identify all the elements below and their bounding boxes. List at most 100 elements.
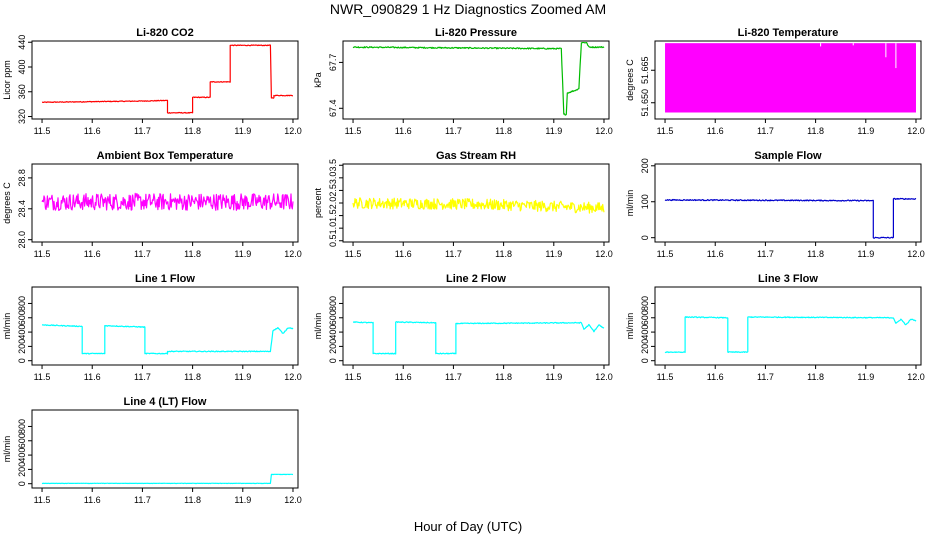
panel-title: Li-820 Pressure — [435, 27, 517, 39]
series-group — [42, 324, 294, 355]
x-tick-label: 11.5 — [34, 126, 51, 136]
y-tick-label: 800 — [17, 296, 27, 311]
y-axis-label: degrees C — [2, 182, 12, 224]
y-tick-label: 800 — [17, 419, 27, 434]
series-area — [665, 43, 916, 113]
y-axis-label: Licor ppm — [2, 60, 12, 100]
x-tick-label: 11.7 — [134, 495, 151, 505]
y-axis-label: ml/min — [2, 313, 12, 340]
series-line — [42, 324, 294, 355]
x-tick-label: 11.8 — [495, 249, 512, 259]
panel-licortemp: Li-820 Temperature degrees C 11.5 11.6 11.7 1… — [625, 27, 925, 136]
x-tick-label: 11.8 — [807, 249, 824, 259]
x-tick-label: 11.7 — [134, 126, 151, 136]
y-tick-label: 320 — [17, 109, 27, 124]
y-tick-label: 400 — [17, 325, 27, 340]
x-tick-label: 11.9 — [234, 372, 251, 382]
series-group — [352, 197, 605, 214]
x-tick-label: 11.5 — [657, 372, 674, 382]
y-tick-label: 600 — [17, 433, 27, 448]
y-tick-label: 28.8 — [17, 169, 27, 187]
panels: Li-820 CO2 Licor ppm 11.5 11.6 11.7 11.8 11.9 1… — [2, 27, 925, 505]
y-axis-label: ml/min — [313, 313, 323, 340]
y-tick-label: 67.7 — [328, 54, 338, 72]
x-tick-label: 11.6 — [707, 126, 724, 136]
y-tick-label: 1.5 — [328, 209, 338, 222]
x-tick-label: 12.0 — [907, 126, 925, 136]
series-group — [41, 44, 294, 114]
series-line — [664, 316, 917, 354]
y-tick-label: 51.650 — [640, 89, 650, 117]
x-tick-label: 11.8 — [184, 372, 201, 382]
plot-frame — [342, 286, 610, 366]
x-tick-label: 11.7 — [134, 372, 151, 382]
x-tick-label: 11.6 — [707, 372, 724, 382]
series-group — [664, 197, 917, 239]
panel-rh: Gas Stream RH percent 11.5 11.6 11.7 11.8 11.9… — [313, 150, 613, 259]
series-line — [352, 197, 605, 214]
x-tick-label: 11.6 — [84, 372, 101, 382]
x-tick-label: 11.5 — [345, 126, 362, 136]
x-tick-label: 11.5 — [34, 249, 51, 259]
panel-co2: Li-820 CO2 Licor ppm 11.5 11.6 11.7 11.8 11.9 1… — [2, 27, 302, 136]
panel-line4: Line 4 (LT) Flow ml/min 11.5 11.6 11.7 11.8 11… — [2, 396, 302, 505]
panel-pressure: Li-820 Pressure kPa 11.5 11.6 11.7 11.8 11.9 12… — [313, 27, 613, 136]
panel-title: Line 3 Flow — [758, 273, 818, 285]
y-tick-label: 2.5 — [328, 184, 338, 197]
panel-title: Ambient Box Temperature — [97, 150, 234, 162]
x-tick-label: 12.0 — [284, 495, 302, 505]
x-tick-label: 11.5 — [34, 495, 51, 505]
x-tick-label: 11.9 — [234, 495, 251, 505]
y-tick-label: 67.4 — [328, 100, 338, 118]
x-tick-label: 12.0 — [907, 249, 925, 259]
y-tick-label: 0 — [17, 358, 27, 363]
series-line — [352, 42, 605, 116]
panel-title: Sample Flow — [754, 150, 822, 162]
series-line — [41, 473, 294, 485]
y-tick-label: 200 — [328, 339, 338, 354]
y-tick-label: 400 — [328, 325, 338, 340]
panel-title: Li-820 Temperature — [738, 27, 839, 39]
x-tick-label: 11.9 — [857, 249, 874, 259]
panel-title: Line 2 Flow — [446, 273, 506, 285]
y-tick-label: 400 — [17, 448, 27, 463]
y-tick-label: 360 — [17, 84, 27, 99]
x-tick-label: 11.6 — [395, 372, 412, 382]
y-axis-label: percent — [313, 187, 323, 218]
x-tick-label: 11.6 — [84, 249, 101, 259]
x-tick-label: 11.6 — [84, 126, 101, 136]
x-tick-label: 11.8 — [184, 249, 201, 259]
y-tick-label: 600 — [328, 310, 338, 325]
series-line — [41, 192, 294, 211]
figure-xlabel: Hour of Day (UTC) — [414, 519, 522, 534]
x-tick-label: 11.8 — [184, 126, 201, 136]
y-tick-label: 0 — [17, 481, 27, 486]
x-tick-label: 11.9 — [234, 126, 251, 136]
x-tick-label: 11.8 — [184, 495, 201, 505]
plot-frame — [31, 409, 299, 489]
y-tick-label: 0 — [640, 235, 650, 240]
y-axis-label: ml/min — [2, 436, 12, 463]
plot-frame — [654, 40, 922, 120]
y-tick-label: 200 — [17, 462, 27, 477]
x-tick-label: 11.7 — [757, 372, 774, 382]
x-tick-label: 11.9 — [857, 126, 874, 136]
y-tick-label: 600 — [640, 310, 650, 325]
y-tick-label: 600 — [17, 310, 27, 325]
x-tick-label: 11.9 — [545, 126, 562, 136]
panel-line1: Line 1 Flow ml/min 11.5 11.6 11.7 11.8 11.9 12.… — [2, 273, 302, 382]
y-tick-label: 800 — [640, 296, 650, 311]
series-line — [664, 197, 917, 239]
y-tick-label: 0.5 — [328, 234, 338, 247]
y-tick-label: 1.0 — [328, 222, 338, 235]
y-axis-label: ml/min — [625, 190, 635, 217]
y-axis-label: kPa — [313, 72, 323, 88]
y-tick-label: 3.0 — [328, 172, 338, 185]
x-tick-label: 11.6 — [395, 126, 412, 136]
x-tick-label: 12.0 — [595, 126, 613, 136]
x-tick-label: 11.5 — [657, 249, 674, 259]
series-group — [352, 42, 605, 116]
x-tick-label: 11.9 — [545, 249, 562, 259]
x-tick-label: 11.6 — [707, 249, 724, 259]
x-tick-label: 12.0 — [284, 126, 302, 136]
